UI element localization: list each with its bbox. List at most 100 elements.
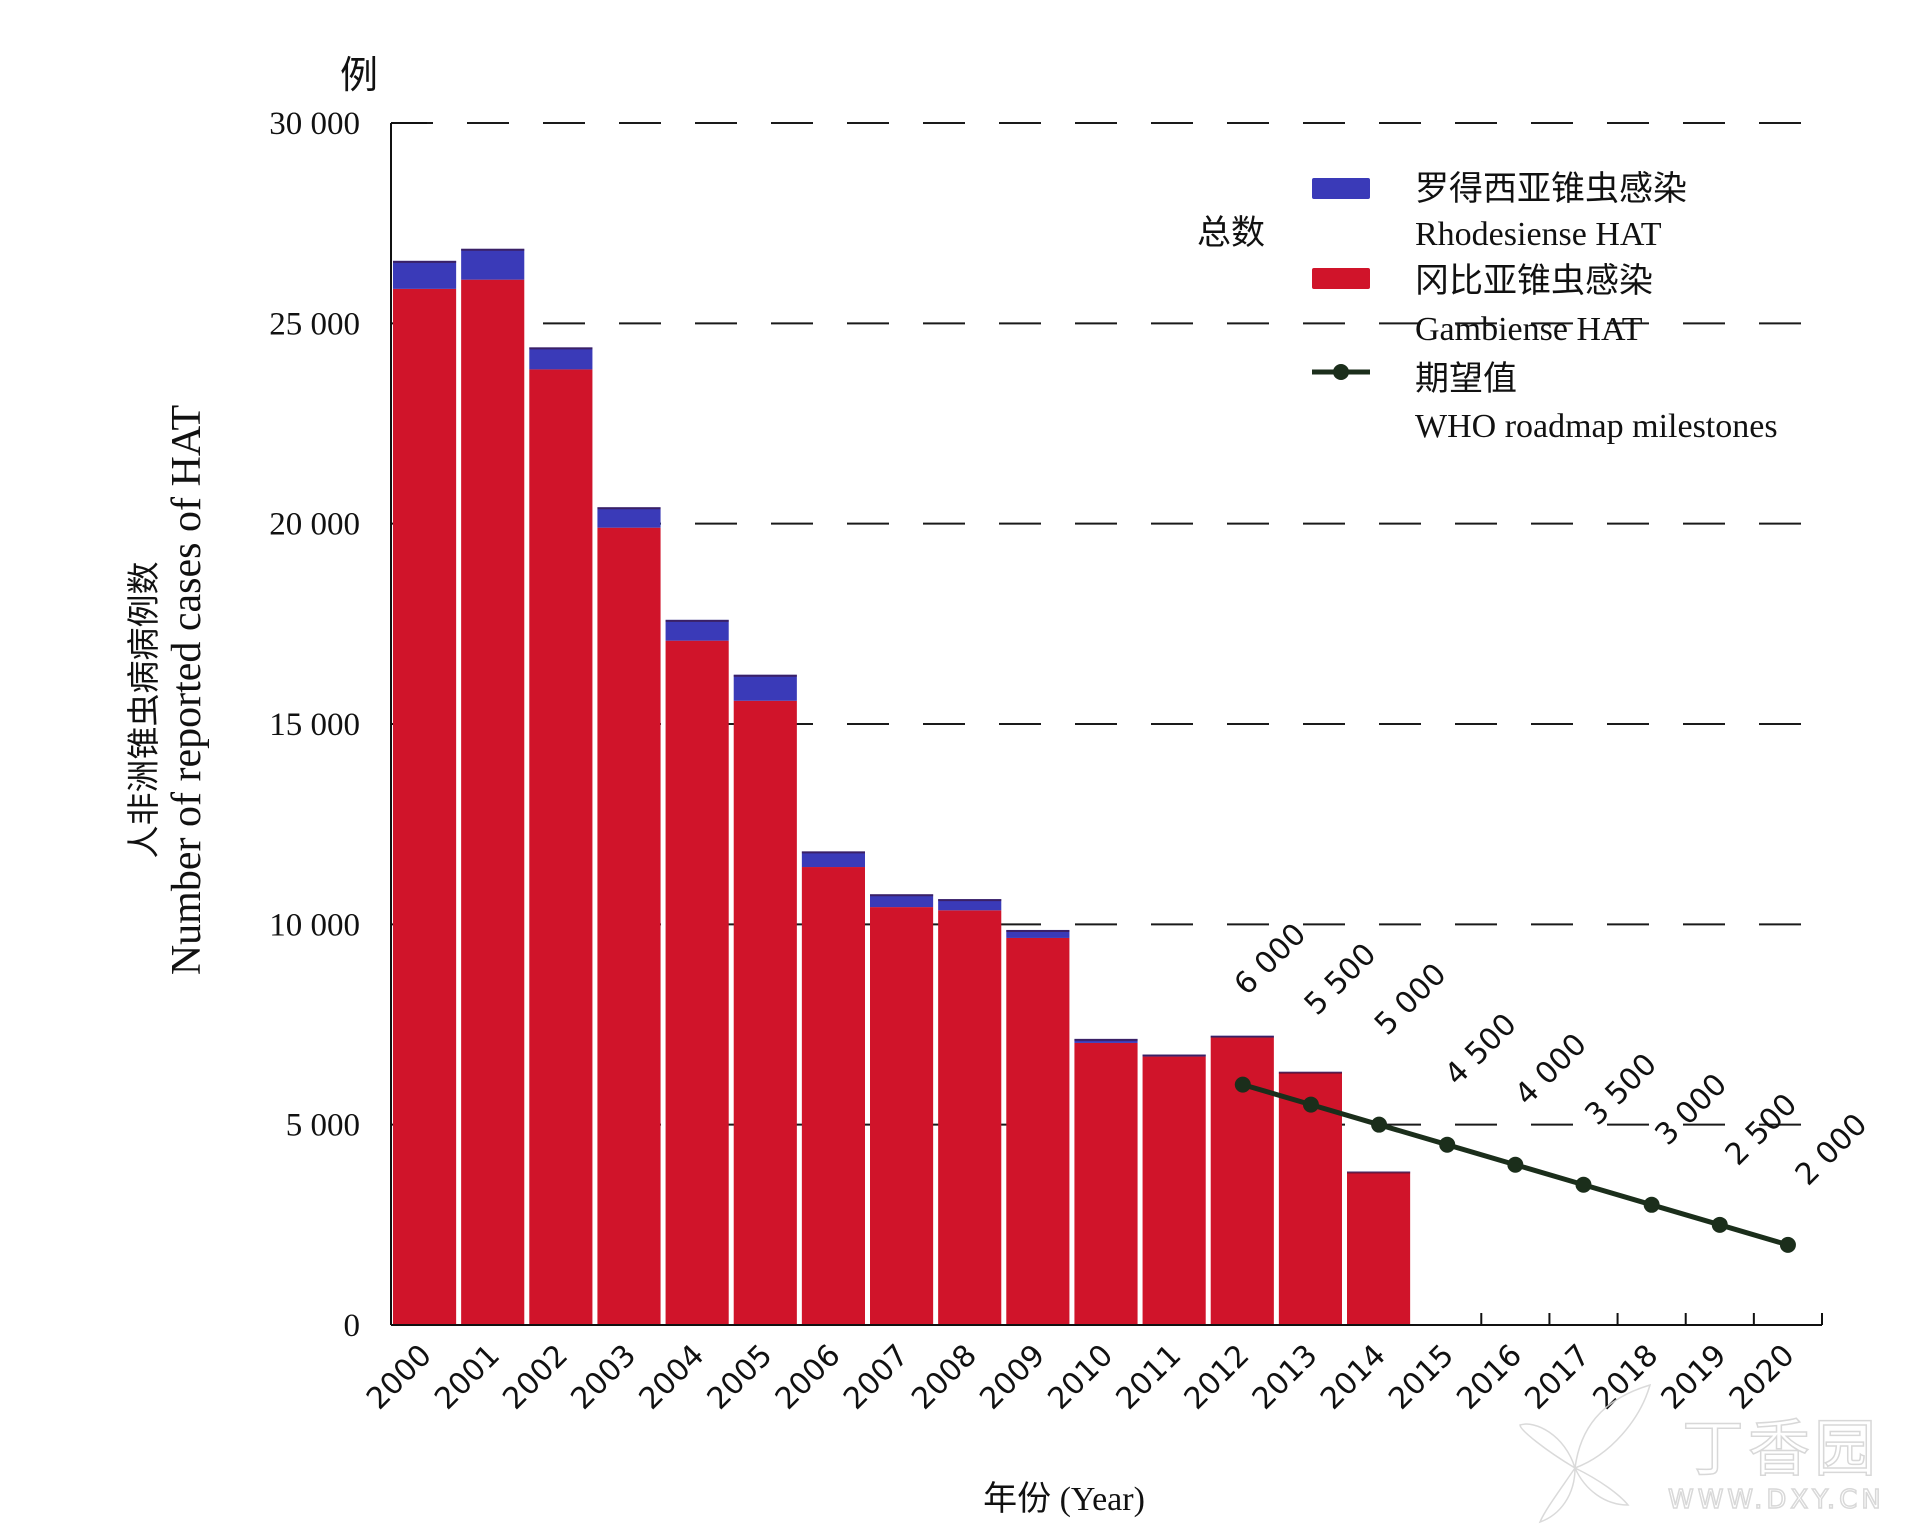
milestone-value-label: 3 000 (1649, 1067, 1734, 1152)
milestone-value-label: 5 500 (1298, 937, 1383, 1022)
milestone-value-label: 4 000 (1508, 1027, 1593, 1112)
watermark-cn: 丁香园 (1682, 1412, 1880, 1485)
watermark-url: WWW.DXY.CN (1668, 1485, 1885, 1515)
x-tick-label: 2010 (1041, 1338, 1120, 1417)
y-tick-labels: 0 5 000 10 000 15 000 20 000 25 000 30 000 (269, 106, 360, 1344)
milestone-value-label: 6 000 (1228, 917, 1313, 1002)
x-tick-label: 2014 (1314, 1338, 1393, 1417)
x-tick-label: 2002 (496, 1338, 575, 1417)
y-tick-label: 5 000 (286, 1108, 360, 1144)
bar-segment-gambiense (1006, 937, 1070, 1325)
bar-segment-gambiense (597, 527, 661, 1325)
milestone-marker (1779, 1236, 1796, 1253)
bar-segment-rhodesiense (1074, 1038, 1138, 1043)
x-tick-label: 2009 (973, 1338, 1052, 1417)
milestone-marker (1302, 1096, 1319, 1113)
milestone-marker (1439, 1136, 1456, 1153)
bar-segment-rhodesiense (870, 894, 934, 908)
bar-2002 (529, 347, 593, 1325)
bar-segment-rhodesiense (1006, 929, 1070, 938)
x-tick-label: 2015 (1382, 1338, 1461, 1417)
y-tick-label: 25 000 (269, 306, 360, 342)
x-tick-label: 2017 (1518, 1338, 1597, 1417)
bar-segment-gambiense (801, 867, 865, 1325)
bar-2010 (1074, 1038, 1138, 1325)
x-tick-label: 2001 (428, 1338, 507, 1417)
y-tick-label: 0 (344, 1308, 361, 1344)
x-axis-title: 年份 (Year) (983, 1480, 1145, 1518)
milestone-marker (1711, 1216, 1728, 1233)
milestone-marker (1575, 1176, 1592, 1193)
bar-segment-gambiense (461, 279, 525, 1326)
y-tick-label: 30 000 (269, 106, 360, 142)
x-tick-label: 2004 (633, 1338, 712, 1417)
bar-segment-gambiense (1278, 1072, 1342, 1325)
bar-segment-gambiense (1142, 1056, 1206, 1325)
x-tick-label: 2019 (1655, 1338, 1734, 1417)
bar-segment-rhodesiense (529, 347, 593, 370)
bar-segment-rhodesiense (461, 248, 525, 280)
x-tick-label: 2005 (701, 1338, 780, 1417)
bar-segment-gambiense (870, 907, 934, 1325)
bar-2001 (461, 248, 525, 1326)
legend-label-milestones-en: WHO roadmap milestones (1415, 408, 1778, 445)
x-tick-label: 2020 (1723, 1338, 1802, 1417)
bar-segment-gambiense (665, 640, 729, 1325)
x-tick-label: 2018 (1587, 1338, 1666, 1417)
y-unit-label: 例 (340, 55, 378, 97)
legend-label-rhodesiense-en: Rhodesiense HAT (1415, 216, 1662, 253)
y-tick-label: 20 000 (269, 507, 360, 543)
milestone-marker (1234, 1076, 1251, 1093)
legend: 总数 罗得西亚锥虫感染 Rhodesiense HAT 冈比亚锥虫感染 Gamb… (1197, 170, 1778, 445)
legend-label-gambiense-en: Gambiense HAT (1415, 311, 1643, 348)
x-tick-label: 2013 (1246, 1338, 1325, 1417)
bar-2013 (1278, 1071, 1342, 1325)
bar-segment-rhodesiense (597, 507, 661, 528)
bar-2006 (801, 851, 865, 1325)
bar-segment-gambiense (1347, 1172, 1411, 1325)
x-tick-label: 2012 (1178, 1338, 1257, 1417)
legend-label-rhodesiense-cn: 罗得西亚锥虫感染 (1415, 170, 1687, 208)
y-axis-title-en: Number of reported cases of HAT (164, 405, 210, 975)
x-tick-labels: 2000200120022003200420052006200720082009… (360, 1338, 1802, 1417)
legend-label-gambiense-cn: 冈比亚锥虫感染 (1415, 262, 1653, 300)
legend-line-marker-icon (1312, 364, 1370, 380)
axes (390, 122, 1823, 1326)
bar-segment-gambiense (1074, 1042, 1138, 1325)
legend-label-milestones-cn: 期望值 (1415, 360, 1517, 398)
milestone-value-label: 3 500 (1578, 1047, 1663, 1132)
x-tick-label: 2008 (905, 1338, 984, 1417)
bar-segment-rhodesiense (665, 619, 729, 641)
milestone-marker (1643, 1196, 1660, 1213)
bar-segment-rhodesiense (393, 260, 457, 289)
bar-segment-rhodesiense (801, 851, 865, 868)
milestone-value-label: 4 500 (1438, 1007, 1523, 1092)
bar-segment-rhodesiense (938, 899, 1002, 911)
bar-2008 (938, 899, 1002, 1325)
x-tick-label: 2006 (769, 1338, 848, 1417)
bar-segment-gambiense (529, 369, 593, 1325)
legend-group-label: 总数 (1197, 214, 1265, 252)
bar-2009 (1006, 929, 1070, 1325)
legend-swatch-gambiense (1312, 268, 1370, 289)
bar-2014 (1347, 1171, 1411, 1325)
x-tick-label: 2016 (1450, 1338, 1529, 1417)
bar-2007 (870, 894, 934, 1325)
bar-2003 (597, 507, 661, 1325)
milestone-value-label: 2 000 (1789, 1107, 1874, 1192)
milestone-marker (1371, 1116, 1388, 1133)
x-tick-label: 2003 (564, 1338, 643, 1417)
x-tick-label: 2011 (1110, 1338, 1189, 1417)
bar-segment-rhodesiense (733, 674, 797, 701)
bar-2004 (665, 619, 729, 1325)
y-tick-label: 10 000 (269, 907, 360, 943)
watermark-dxy: 丁香园 WWW.DXY.CN (1519, 1383, 1885, 1524)
stacked-bars (393, 248, 1411, 1326)
bar-segment-gambiense (733, 700, 797, 1325)
y-tick-label: 15 000 (269, 707, 360, 743)
milestone-value-label: 5 000 (1368, 957, 1453, 1042)
bar-2011 (1142, 1054, 1206, 1325)
bar-segment-gambiense (938, 910, 1002, 1325)
bar-2000 (393, 260, 457, 1326)
